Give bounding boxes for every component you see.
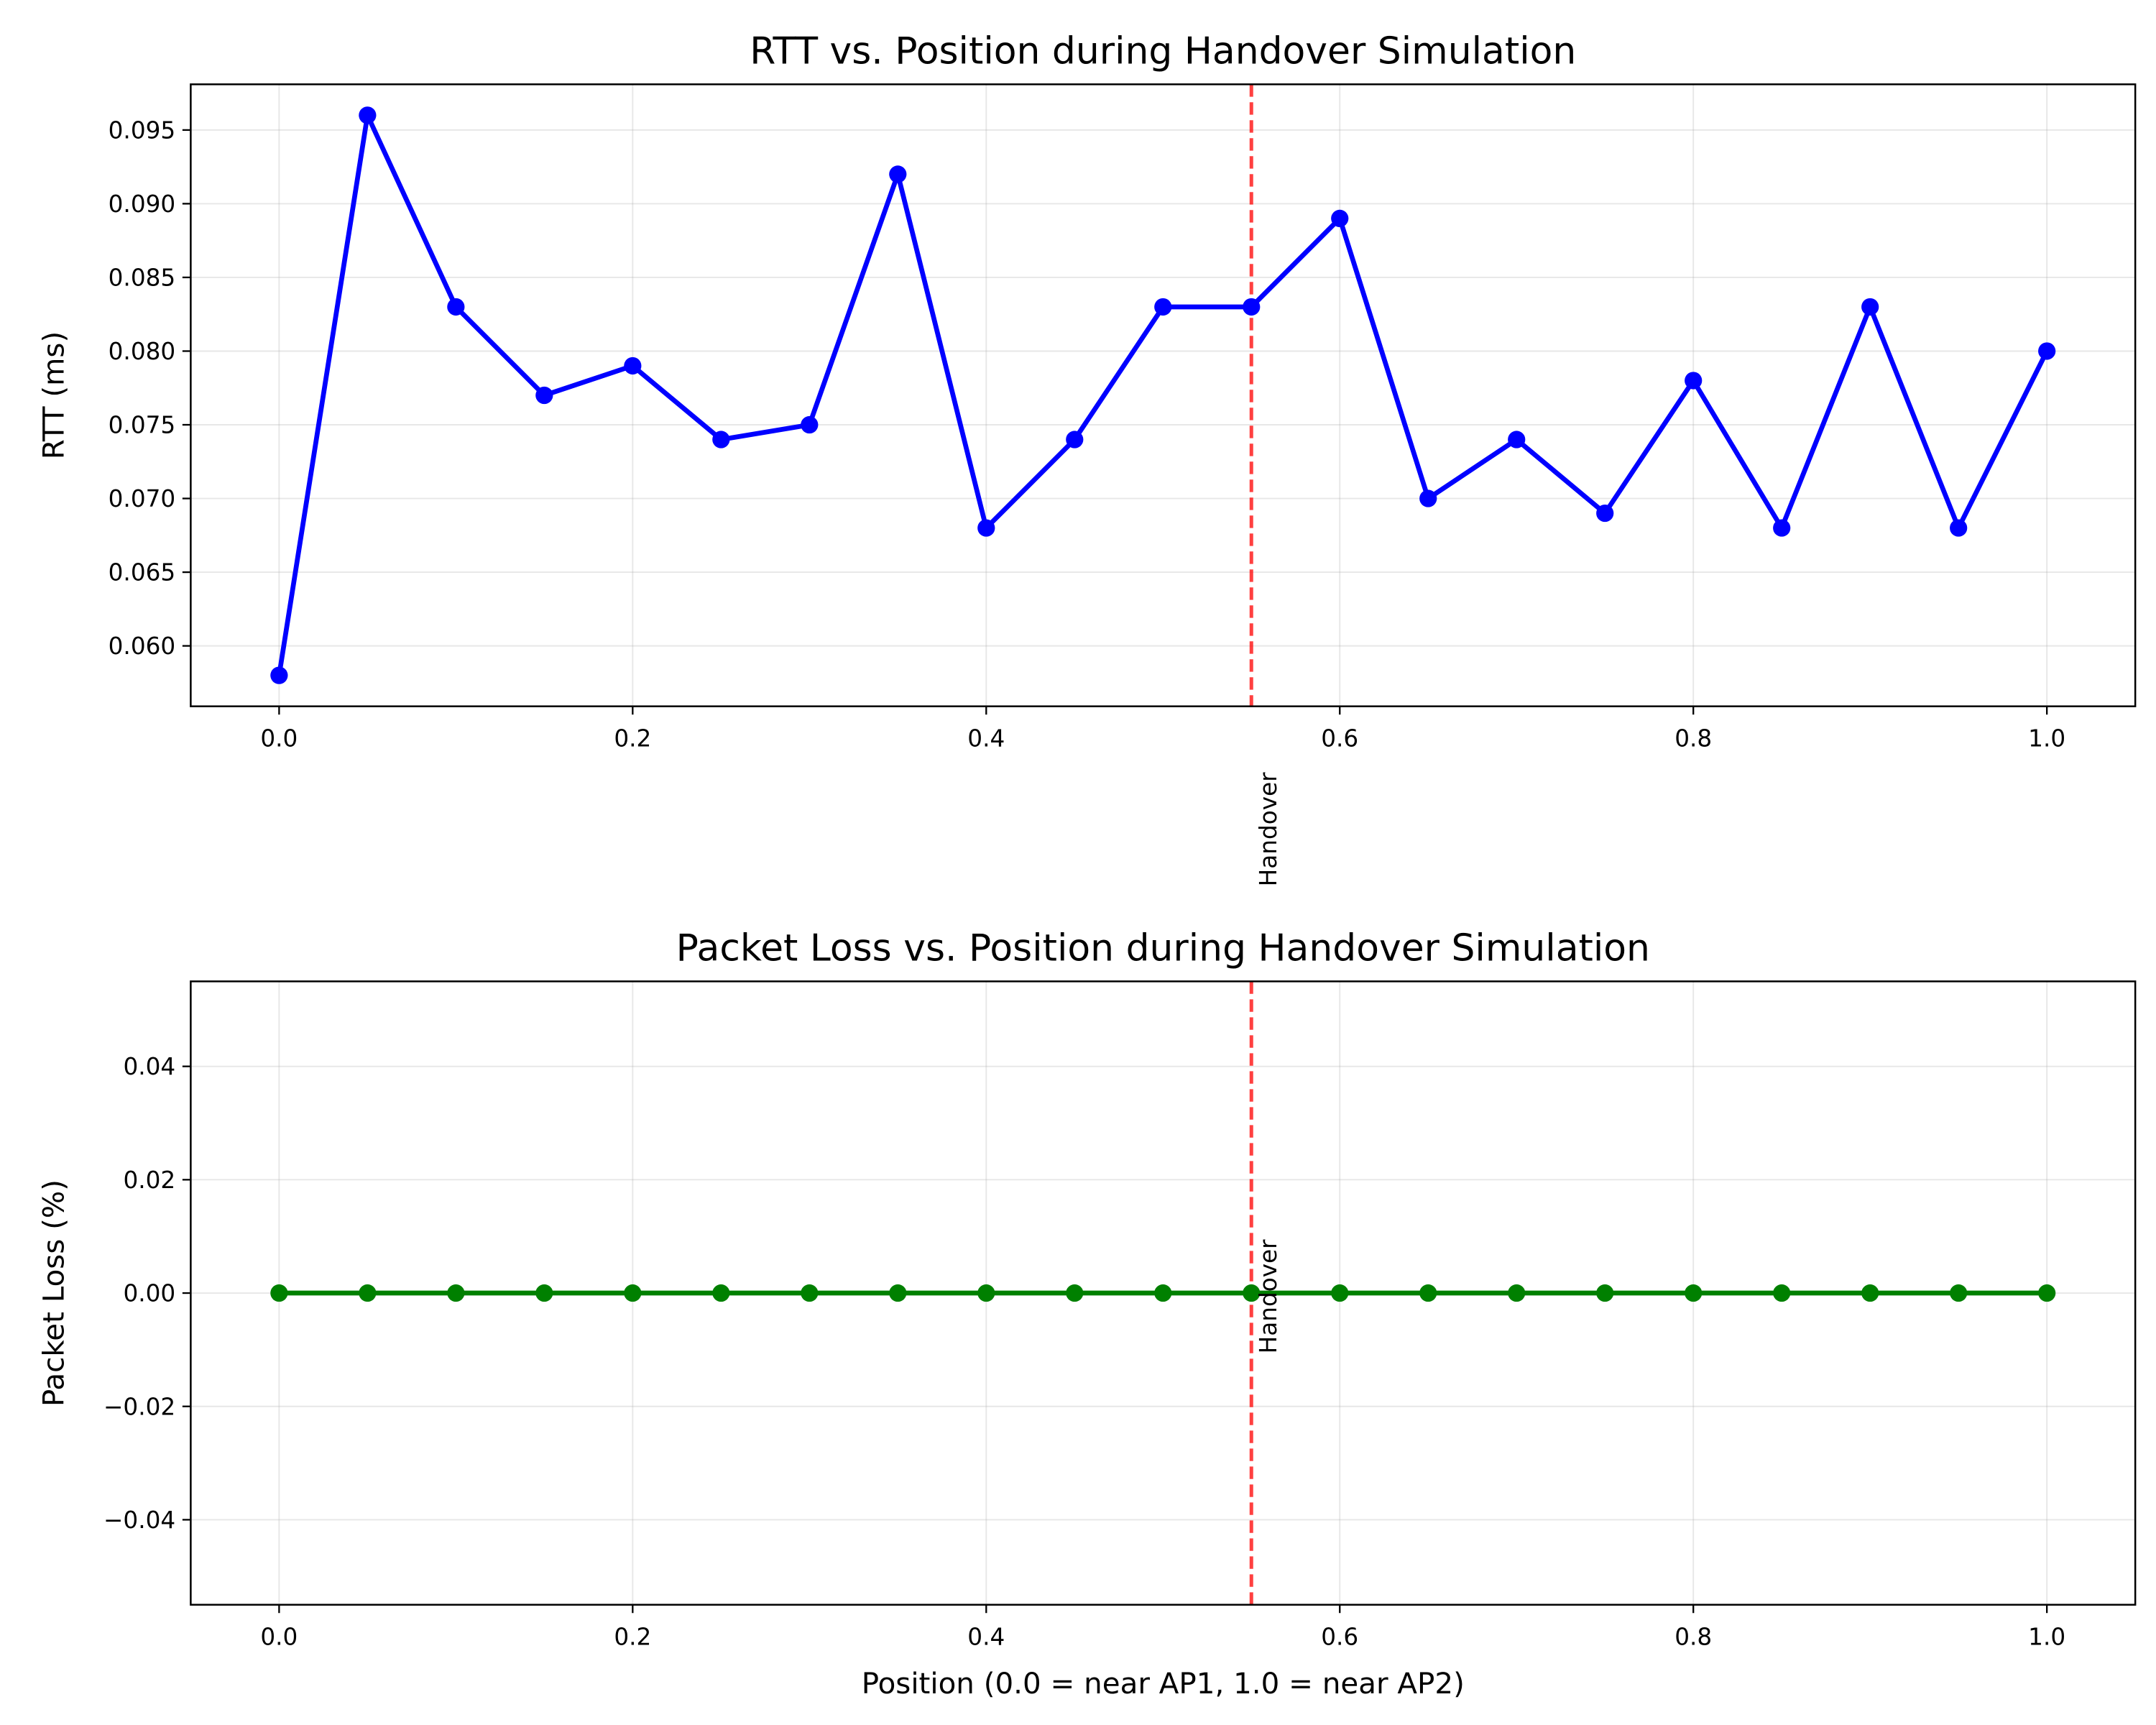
packet-loss-y-tick-label: −0.04 <box>103 1506 175 1534</box>
packet-loss-data-point <box>1154 1284 1172 1302</box>
rtt-x-tick-label: 0.2 <box>614 724 651 752</box>
rtt-handover-annotation: Handover <box>1255 772 1282 887</box>
packet-loss-series <box>270 1284 2056 1302</box>
rtt-y-tick-label: 0.095 <box>109 116 176 144</box>
rtt-y-tick-label: 0.080 <box>109 338 176 365</box>
rtt-data-point <box>535 386 553 405</box>
rtt-data-point <box>624 356 642 375</box>
rtt-data-point <box>1419 489 1437 507</box>
rtt-data-point <box>1685 372 1703 390</box>
rtt-x-tick-label: 0.8 <box>1674 724 1712 752</box>
rtt-subplot: 0.0 0.2 0.4 0.6 0.8 1.0 0.0600.0650.0700.0750… <box>37 29 2137 887</box>
rtt-data-point <box>712 431 730 448</box>
packet-loss-x-ticks: 0.0 0.2 0.4 0.6 0.8 1.0 <box>260 1604 2065 1650</box>
packet-loss-data-point <box>1773 1284 1791 1302</box>
packet-loss-y-tick-label: 0.00 <box>123 1280 175 1307</box>
packet-loss-data-point <box>1685 1284 1703 1302</box>
rtt-grid <box>190 84 2136 707</box>
rtt-data-point <box>1861 298 1879 316</box>
rtt-data-point <box>359 106 377 124</box>
packet-loss-data-point <box>1596 1284 1614 1302</box>
packet-loss-data-point <box>359 1284 377 1302</box>
rtt-data-point <box>1066 431 1084 448</box>
rtt-data-point <box>1596 504 1614 523</box>
rtt-data-point <box>1773 519 1791 537</box>
packet-loss-x-tick-label: 0.8 <box>1674 1623 1712 1650</box>
rtt-x-tick-label: 0.0 <box>260 724 298 752</box>
packet-loss-data-point <box>977 1284 995 1302</box>
rtt-y-axis-label: RTT (ms) <box>37 331 70 459</box>
packet-loss-x-tick-label: 0.6 <box>1321 1623 1358 1650</box>
packet-loss-data-point <box>1419 1284 1437 1302</box>
packet-loss-data-point <box>712 1284 730 1302</box>
packet-loss-data-point <box>889 1284 907 1302</box>
packet-loss-data-point <box>1950 1284 1968 1302</box>
packet-loss-y-tick-label: −0.02 <box>103 1393 175 1420</box>
packet-loss-x-tick-label: 0.4 <box>967 1623 1005 1650</box>
packet-loss-x-tick-label: 0.0 <box>260 1623 298 1650</box>
packet-loss-data-point <box>1066 1284 1084 1302</box>
rtt-y-tick-label: 0.090 <box>109 190 176 218</box>
packet-loss-data-point <box>1243 1284 1261 1302</box>
rtt-x-ticks: 0.0 0.2 0.4 0.6 0.8 1.0 <box>260 706 2065 752</box>
rtt-series <box>270 106 2056 684</box>
packet-loss-chart-title: Packet Loss vs. Position during Handover… <box>676 927 1650 970</box>
rtt-y-ticks: 0.060 0.065 0.070 0.075 0.080 0.085 0.090 0.095 <box>109 116 191 660</box>
packet-loss-x-tick-label: 1.0 <box>2028 1623 2065 1650</box>
packet-loss-y-axis-label: Packet Loss (%) <box>37 1179 70 1407</box>
packet-loss-data-point <box>1331 1284 1349 1302</box>
packet-loss-subplot: 0.0 0.2 0.4 0.6 0.8 1.0 −0.04 −0.02 0.00 0.02 0.0… <box>37 927 2137 1701</box>
packet-loss-data-point <box>447 1284 465 1302</box>
rtt-y-tick-label: 0.075 <box>109 412 176 439</box>
packet-loss-handover-annotation: Handover <box>1255 1239 1282 1354</box>
packet-loss-y-tick-label: 0.04 <box>123 1053 175 1080</box>
packet-loss-data-point <box>2038 1284 2056 1302</box>
rtt-data-point <box>889 165 907 183</box>
rtt-data-point <box>1950 519 1968 537</box>
rtt-y-tick-label: 0.060 <box>109 632 176 660</box>
rtt-data-point <box>1331 209 1349 228</box>
rtt-x-tick-label: 0.6 <box>1321 724 1358 752</box>
rtt-data-point <box>1154 298 1172 316</box>
rtt-plot-frame <box>190 83 2137 707</box>
packet-loss-x-tick-label: 0.2 <box>614 1623 651 1650</box>
packet-loss-data-point <box>1861 1284 1879 1302</box>
rtt-data-point <box>270 666 288 684</box>
rtt-chart-title: RTT vs. Position during Handover Simulat… <box>750 29 1576 73</box>
packet-loss-y-tick-label: 0.02 <box>123 1167 175 1194</box>
rtt-data-point <box>977 519 995 537</box>
rtt-x-tick-label: 1.0 <box>2028 724 2065 752</box>
rtt-data-point <box>1243 298 1261 316</box>
rtt-x-tick-label: 0.4 <box>967 724 1005 752</box>
rtt-y-tick-label: 0.085 <box>109 264 176 291</box>
packet-loss-data-point <box>270 1284 288 1302</box>
rtt-data-point <box>2038 342 2056 360</box>
rtt-y-tick-label: 0.070 <box>109 485 176 512</box>
rtt-data-point <box>1508 431 1526 448</box>
rtt-y-tick-label: 0.065 <box>109 559 176 586</box>
packet-loss-data-point <box>535 1284 553 1302</box>
packet-loss-plot-frame <box>190 980 2137 1606</box>
packet-loss-x-axis-label: Position (0.0 = near AP1, 1.0 = near AP2… <box>862 1667 1465 1701</box>
rtt-data-point <box>447 298 465 316</box>
packet-loss-data-point <box>1508 1284 1526 1302</box>
packet-loss-data-point <box>801 1284 819 1302</box>
rtt-data-point <box>801 415 819 434</box>
packet-loss-y-ticks: −0.04 −0.02 0.00 0.02 0.04 <box>103 1053 191 1534</box>
packet-loss-data-point <box>624 1284 642 1302</box>
